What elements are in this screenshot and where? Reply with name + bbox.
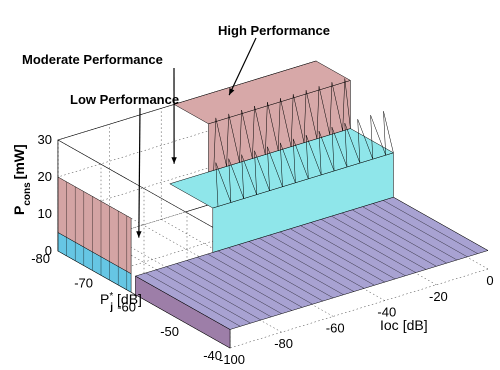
- surface-mesh-line: [372, 203, 468, 257]
- z-axis-label-unit: [mW]: [11, 144, 27, 179]
- x-tick-label: -20: [429, 289, 448, 304]
- y-tick-label: -50: [160, 324, 179, 339]
- surface-mesh-line: [269, 234, 365, 289]
- y-tick-label: -80: [31, 251, 50, 266]
- z-axis-label-sub: cons: [22, 182, 33, 206]
- surface-mesh-line: [362, 206, 458, 261]
- surface-mesh-line: [300, 225, 396, 280]
- annotation-label: Moderate Performance: [22, 52, 163, 67]
- surface-mesh-line: [135, 275, 231, 330]
- surface-ridge: [215, 111, 394, 207]
- surface-mesh-line: [310, 222, 406, 276]
- y-axis-label-sup: *: [109, 291, 113, 302]
- annotation-label: Low Performance: [70, 92, 179, 107]
- surface-mesh-line: [382, 200, 478, 254]
- annotation-label: High Performance: [218, 23, 330, 38]
- z-tick-label: 0: [45, 243, 52, 258]
- y-axis-label-unit: [dB]: [117, 291, 142, 307]
- surface-mesh-line: [186, 260, 282, 314]
- surface-mesh-line: [166, 266, 262, 321]
- surface-mesh-line: [145, 272, 241, 327]
- surface-mesh-line: [393, 196, 489, 251]
- z-axis-label: Pcons [mW]: [11, 144, 33, 215]
- y-axis-label-main: P: [100, 291, 109, 307]
- surface-mesh-line: [155, 269, 251, 324]
- surface-mesh-line: [331, 215, 427, 270]
- y-axis-label: P* j [dB]: [100, 291, 142, 313]
- x-tick-label: -60: [326, 320, 345, 335]
- y-axis-label-sub: j: [109, 302, 113, 313]
- surface-mesh-line: [207, 253, 303, 308]
- annotation-arrow: [138, 107, 141, 238]
- x-tick-label: -100: [219, 352, 245, 367]
- x-tick-label: -80: [274, 336, 293, 351]
- surface-mesh-line: [259, 238, 354, 292]
- z-axis-label-main: P: [11, 206, 27, 215]
- surface-mesh-line: [197, 257, 293, 311]
- x-axis-label-unit: [dB]: [403, 317, 428, 333]
- surface-mesh-line: [238, 244, 334, 299]
- x-grid-line: [160, 108, 334, 317]
- surface-mesh-line: [341, 212, 437, 267]
- surface-mesh-line: [290, 228, 385, 283]
- annotation-arrowhead: [136, 231, 142, 238]
- y-tick-label: -70: [74, 275, 93, 290]
- surface: [57, 60, 489, 349]
- x-axis-label: Ioc [dB]: [380, 317, 428, 333]
- high-plateau: [173, 60, 352, 125]
- x-axis-label-main: Ioc: [380, 317, 399, 333]
- surface-ridge: [213, 78, 351, 171]
- y-tick-label: -60: [117, 300, 136, 315]
- x-tick-label: 0: [486, 273, 493, 288]
- annotation-arrow: [228, 37, 257, 96]
- surface-mesh-line: [321, 219, 416, 273]
- annotations: High Performance Moderate Performance Low …: [22, 23, 330, 238]
- x-tick-label: -40: [377, 305, 396, 320]
- surface-mesh-line: [279, 231, 375, 286]
- axis-labels: Pcons[mW] P* j [dB] Ioc [dB]: [11, 144, 428, 333]
- z-tick-label: 30: [38, 132, 52, 147]
- annotation-arrowhead: [229, 88, 235, 96]
- surface-mesh-line: [228, 247, 323, 302]
- y-tick-label: -40: [203, 348, 222, 363]
- z-tick-label: 10: [38, 206, 52, 221]
- z-tick-label: 20: [38, 169, 52, 184]
- surface-mesh-line: [217, 250, 313, 305]
- surface-mesh-line: [352, 209, 447, 264]
- surface-mesh-line: [248, 241, 344, 295]
- surface-mesh-line: [176, 263, 272, 318]
- low-plateau-side: [135, 275, 231, 349]
- annotation-arrowhead: [171, 157, 177, 164]
